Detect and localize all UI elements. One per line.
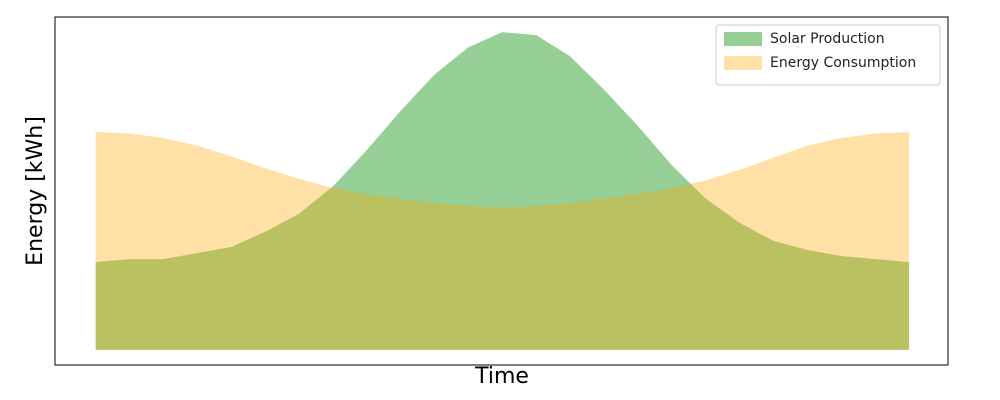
- legend-label: Energy Consumption: [770, 55, 916, 71]
- x-axis-label: Time: [474, 364, 529, 389]
- legend: Solar Production Energy Consumption: [715, 24, 941, 86]
- area: [95, 131, 910, 350]
- legend-box: [715, 24, 941, 86]
- area: [95, 32, 910, 350]
- plot-frame: [54, 16, 949, 366]
- legend-swatch: [724, 32, 762, 46]
- y-axis-label: Energy [kWh]: [23, 116, 48, 266]
- legend-label: Solar Production: [770, 31, 885, 47]
- legend-swatch: [724, 56, 762, 70]
